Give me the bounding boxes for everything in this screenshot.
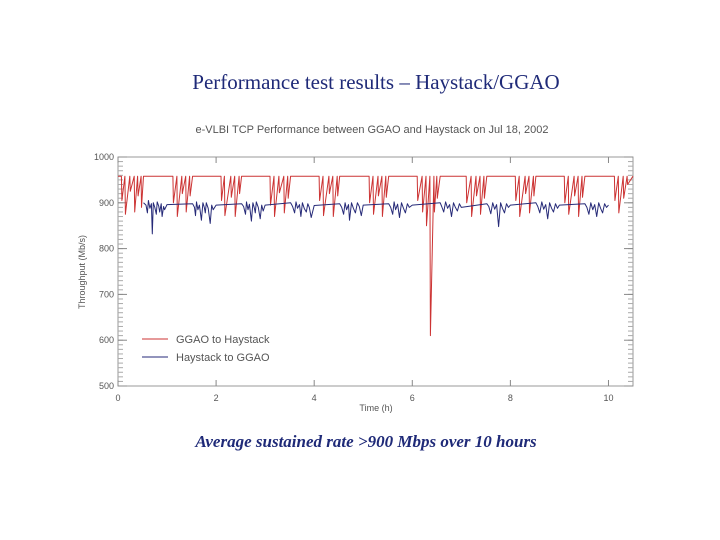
x-axis-ticks: 0 2 4 6 8 10 <box>115 157 613 403</box>
series-layer <box>118 175 634 337</box>
y-tick-label: 600 <box>99 335 114 345</box>
y-axis-ticks: 500 600 700 800 900 1000 <box>94 152 633 391</box>
y-tick-label: 700 <box>99 289 114 299</box>
y-axis-label: Throughput (Mb/s) <box>77 235 87 309</box>
legend-label-ggao-to-haystack: GGAO to Haystack <box>176 334 270 346</box>
y-tick-label: 1000 <box>94 152 114 162</box>
x-tick-label: 10 <box>603 393 613 403</box>
x-tick-label: 6 <box>410 393 415 403</box>
x-tick-label: 8 <box>508 393 513 403</box>
legend-label-haystack-to-ggao: Haystack to GGAO <box>176 352 270 364</box>
chart-title: e-VLBI TCP Performance between GGAO and … <box>195 124 548 136</box>
y-minor-ticks <box>118 156 633 387</box>
y-tick-label: 500 <box>99 381 114 391</box>
x-axis-label: Time (h) <box>359 403 392 413</box>
legend: GGAO to Haystack Haystack to GGAO <box>142 334 270 364</box>
series-line-haystack-to-ggao <box>143 200 609 235</box>
series-line-ggao-to-haystack <box>118 175 634 337</box>
y-tick-label: 900 <box>99 198 114 208</box>
y-tick-label: 800 <box>99 244 114 254</box>
x-tick-label: 4 <box>312 393 317 403</box>
slide-title: Performance test results – Haystack/GGAO <box>192 70 560 94</box>
x-tick-label: 0 <box>115 393 120 403</box>
x-tick-label: 2 <box>214 393 219 403</box>
slide-caption: Average sustained rate >900 Mbps over 10… <box>195 432 537 451</box>
